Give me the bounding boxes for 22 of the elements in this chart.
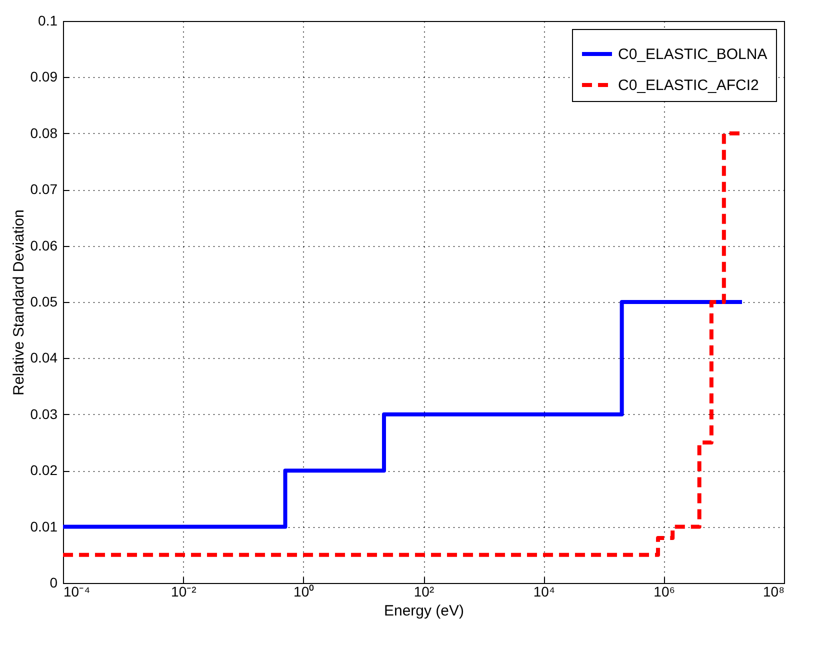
x-tick-label: 10⁸ (763, 584, 785, 600)
x-tick-label: 10⁻⁴ (64, 584, 90, 600)
x-tick-label: 10² (414, 584, 434, 600)
x-tick-label: 10⁻² (171, 584, 197, 600)
y-tick-label: 0.04 (30, 350, 58, 366)
x-axis-title: Energy (eV) (384, 602, 464, 620)
y-tick-label: 0.06 (30, 237, 58, 254)
y-tick-label: 0.09 (30, 68, 58, 85)
y-tick-label: 0.05 (30, 294, 58, 310)
y-tick-label: 0.08 (30, 124, 58, 141)
x-tick-label: 10⁶ (654, 584, 676, 600)
y-tick-label: 0 (50, 574, 58, 590)
y-tick-label: 0.02 (30, 462, 58, 478)
y-tick-label: 0.07 (30, 181, 58, 198)
y-tick-label: 0.01 (30, 518, 58, 534)
x-tick-label: 10⁴ (533, 584, 555, 600)
legend-label: C0_ELASTIC_BOLNA (618, 46, 768, 63)
y-tick-label: 0.1 (38, 12, 58, 28)
y-tick-label: 0.03 (30, 406, 58, 422)
x-tick-label: 10⁰ (294, 584, 314, 600)
legend-label: C0_ELASTIC_AFCI2 (618, 77, 759, 94)
y-axis-title: Relative Standard Deviation (10, 210, 28, 396)
